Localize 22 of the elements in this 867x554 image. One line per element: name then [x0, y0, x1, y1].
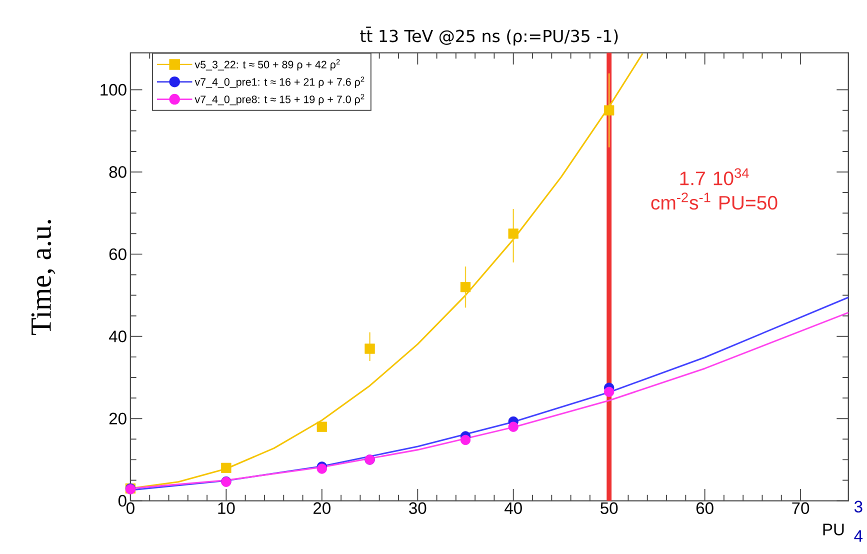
y-tick-label: 80: [109, 166, 126, 178]
x-tick-label: 0: [126, 502, 134, 514]
x-tick-label: 40: [504, 502, 522, 514]
chart-title: tt̄ 13 TeV @25 ns (ρ:=PU/35 -1): [360, 26, 618, 46]
text: 4: [854, 530, 863, 542]
y-tick-label: 40: [108, 330, 126, 342]
y-axis-title: Time, a.u.: [31, 220, 56, 336]
y-tick-label: 100: [100, 84, 126, 96]
x-tick-label: 60: [696, 502, 714, 514]
x-tick-label: 10: [218, 502, 235, 514]
x-tick-label: 30: [409, 502, 426, 514]
x-tick-label: 20: [314, 502, 330, 514]
x-tick-label: 50: [600, 502, 618, 514]
y-tick-label: 60: [109, 248, 126, 260]
x-axis-title: PU: [823, 524, 844, 536]
x-tick-label: 70: [792, 502, 810, 514]
legend-label: v5_3_22: t ≈ 50 + 89 ρ + 42 ρ$^{2}$: [194, 59, 340, 71]
y-tick-label: 20: [109, 412, 126, 425]
text: 3: [854, 500, 862, 513]
legend-label: v7_4_0_pre1: t ≈ 16 + 21 ρ + 7.6 ρ$^{2}$: [194, 76, 364, 88]
legend-label: v7_4_0_pre8: t ≈ 15 + 19 ρ + 7.0 ρ$^{2}$: [194, 94, 364, 106]
text: 1.7 10$^{34}$ cm$^{-2}$s$^{-1}$ PU=50: [651, 168, 778, 210]
